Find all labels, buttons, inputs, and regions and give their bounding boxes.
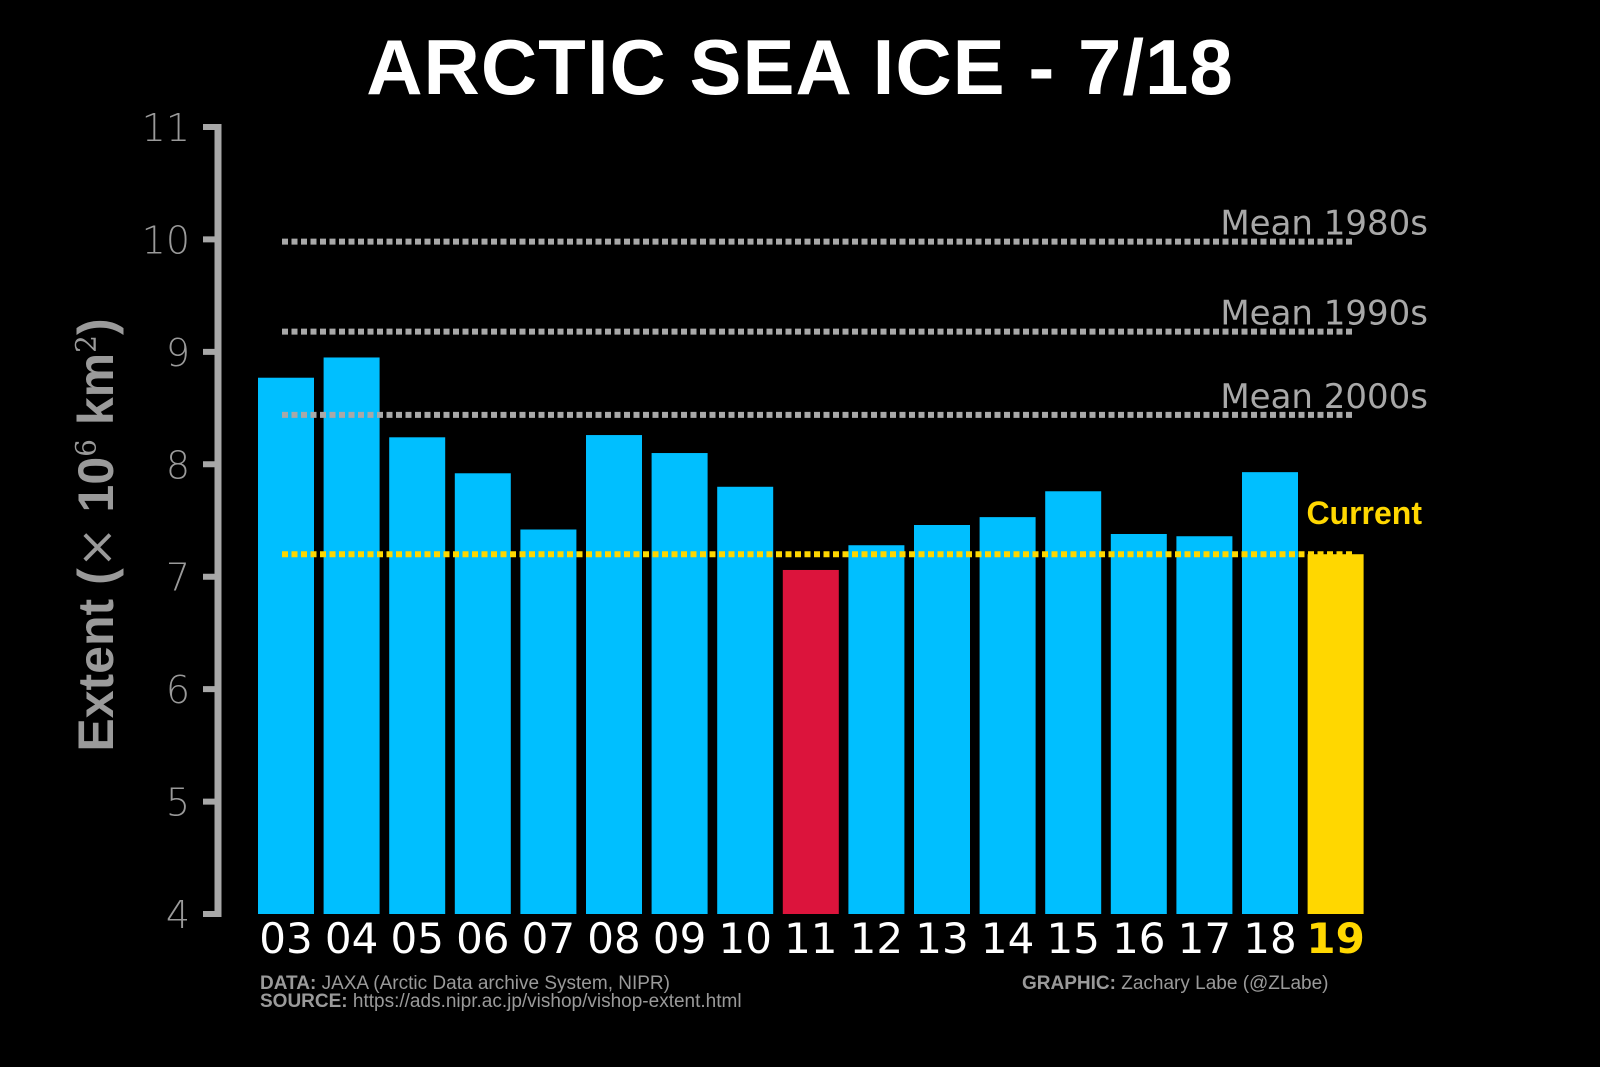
bar-19 [1307,554,1364,914]
bar-13 [914,524,970,914]
bar-07 [520,529,577,914]
bar-09 [651,453,708,914]
y-tick-label: 8 [166,443,190,487]
x-tick-label: 09 [653,914,706,963]
x-tick-label: 16 [1112,914,1165,963]
x-tick-label: 05 [390,914,443,963]
x-tick-label: 19 [1306,914,1364,963]
x-tick-label: 12 [850,914,903,963]
bar-06 [454,473,511,914]
bar-08 [586,435,642,914]
chart-title: ARCTIC SEA ICE - 7/18 [366,23,1234,111]
reference-line-label: Mean 2000s [1220,377,1428,417]
x-tick-label: 14 [981,914,1034,963]
y-tick-label: 4 [166,893,190,937]
y-tick-label: 5 [166,781,190,825]
x-tick-label: 10 [718,914,771,963]
x-tick-label: 07 [522,914,575,963]
current-line-label: Current [1306,495,1422,531]
bar-18 [1242,472,1298,914]
bar-16 [1110,533,1167,914]
data-credit: DATA: JAXA (Arctic Data archive System, … [260,973,670,994]
bar-12 [848,545,905,914]
x-tick-label: 11 [784,914,837,963]
y-tick-label: 10 [142,218,190,262]
reference-line-label: Mean 1980s [1220,204,1428,244]
x-tick-label: 13 [915,914,968,963]
bar-15 [1045,491,1102,914]
bar-14 [979,517,1036,914]
y-tick-label: 7 [166,556,190,600]
x-tick-label: 03 [259,914,312,963]
x-tick-label: 04 [325,914,378,963]
bar-04 [323,357,380,914]
bar-03 [258,377,314,915]
x-tick-label: 06 [456,914,509,963]
reference-line-label: Mean 1990s [1220,294,1428,334]
x-tick-label: 17 [1178,914,1231,963]
x-tick-label: 18 [1243,914,1296,963]
graphic-credit: GRAPHIC: Zachary Labe (@ZLabe) [1022,973,1329,994]
bar-17 [1176,536,1233,914]
source-credit: SOURCE: https://ads.nipr.ac.jp/vishop/vi… [260,991,742,1012]
y-tick-label: 9 [166,331,190,375]
x-tick-label: 08 [587,914,640,963]
bar-10 [717,486,774,914]
y-tick-label: 11 [142,106,190,150]
bar-05 [389,437,446,914]
y-tick-label: 6 [166,668,190,712]
bar-11 [782,569,839,914]
x-tick-label: 15 [1046,914,1099,963]
